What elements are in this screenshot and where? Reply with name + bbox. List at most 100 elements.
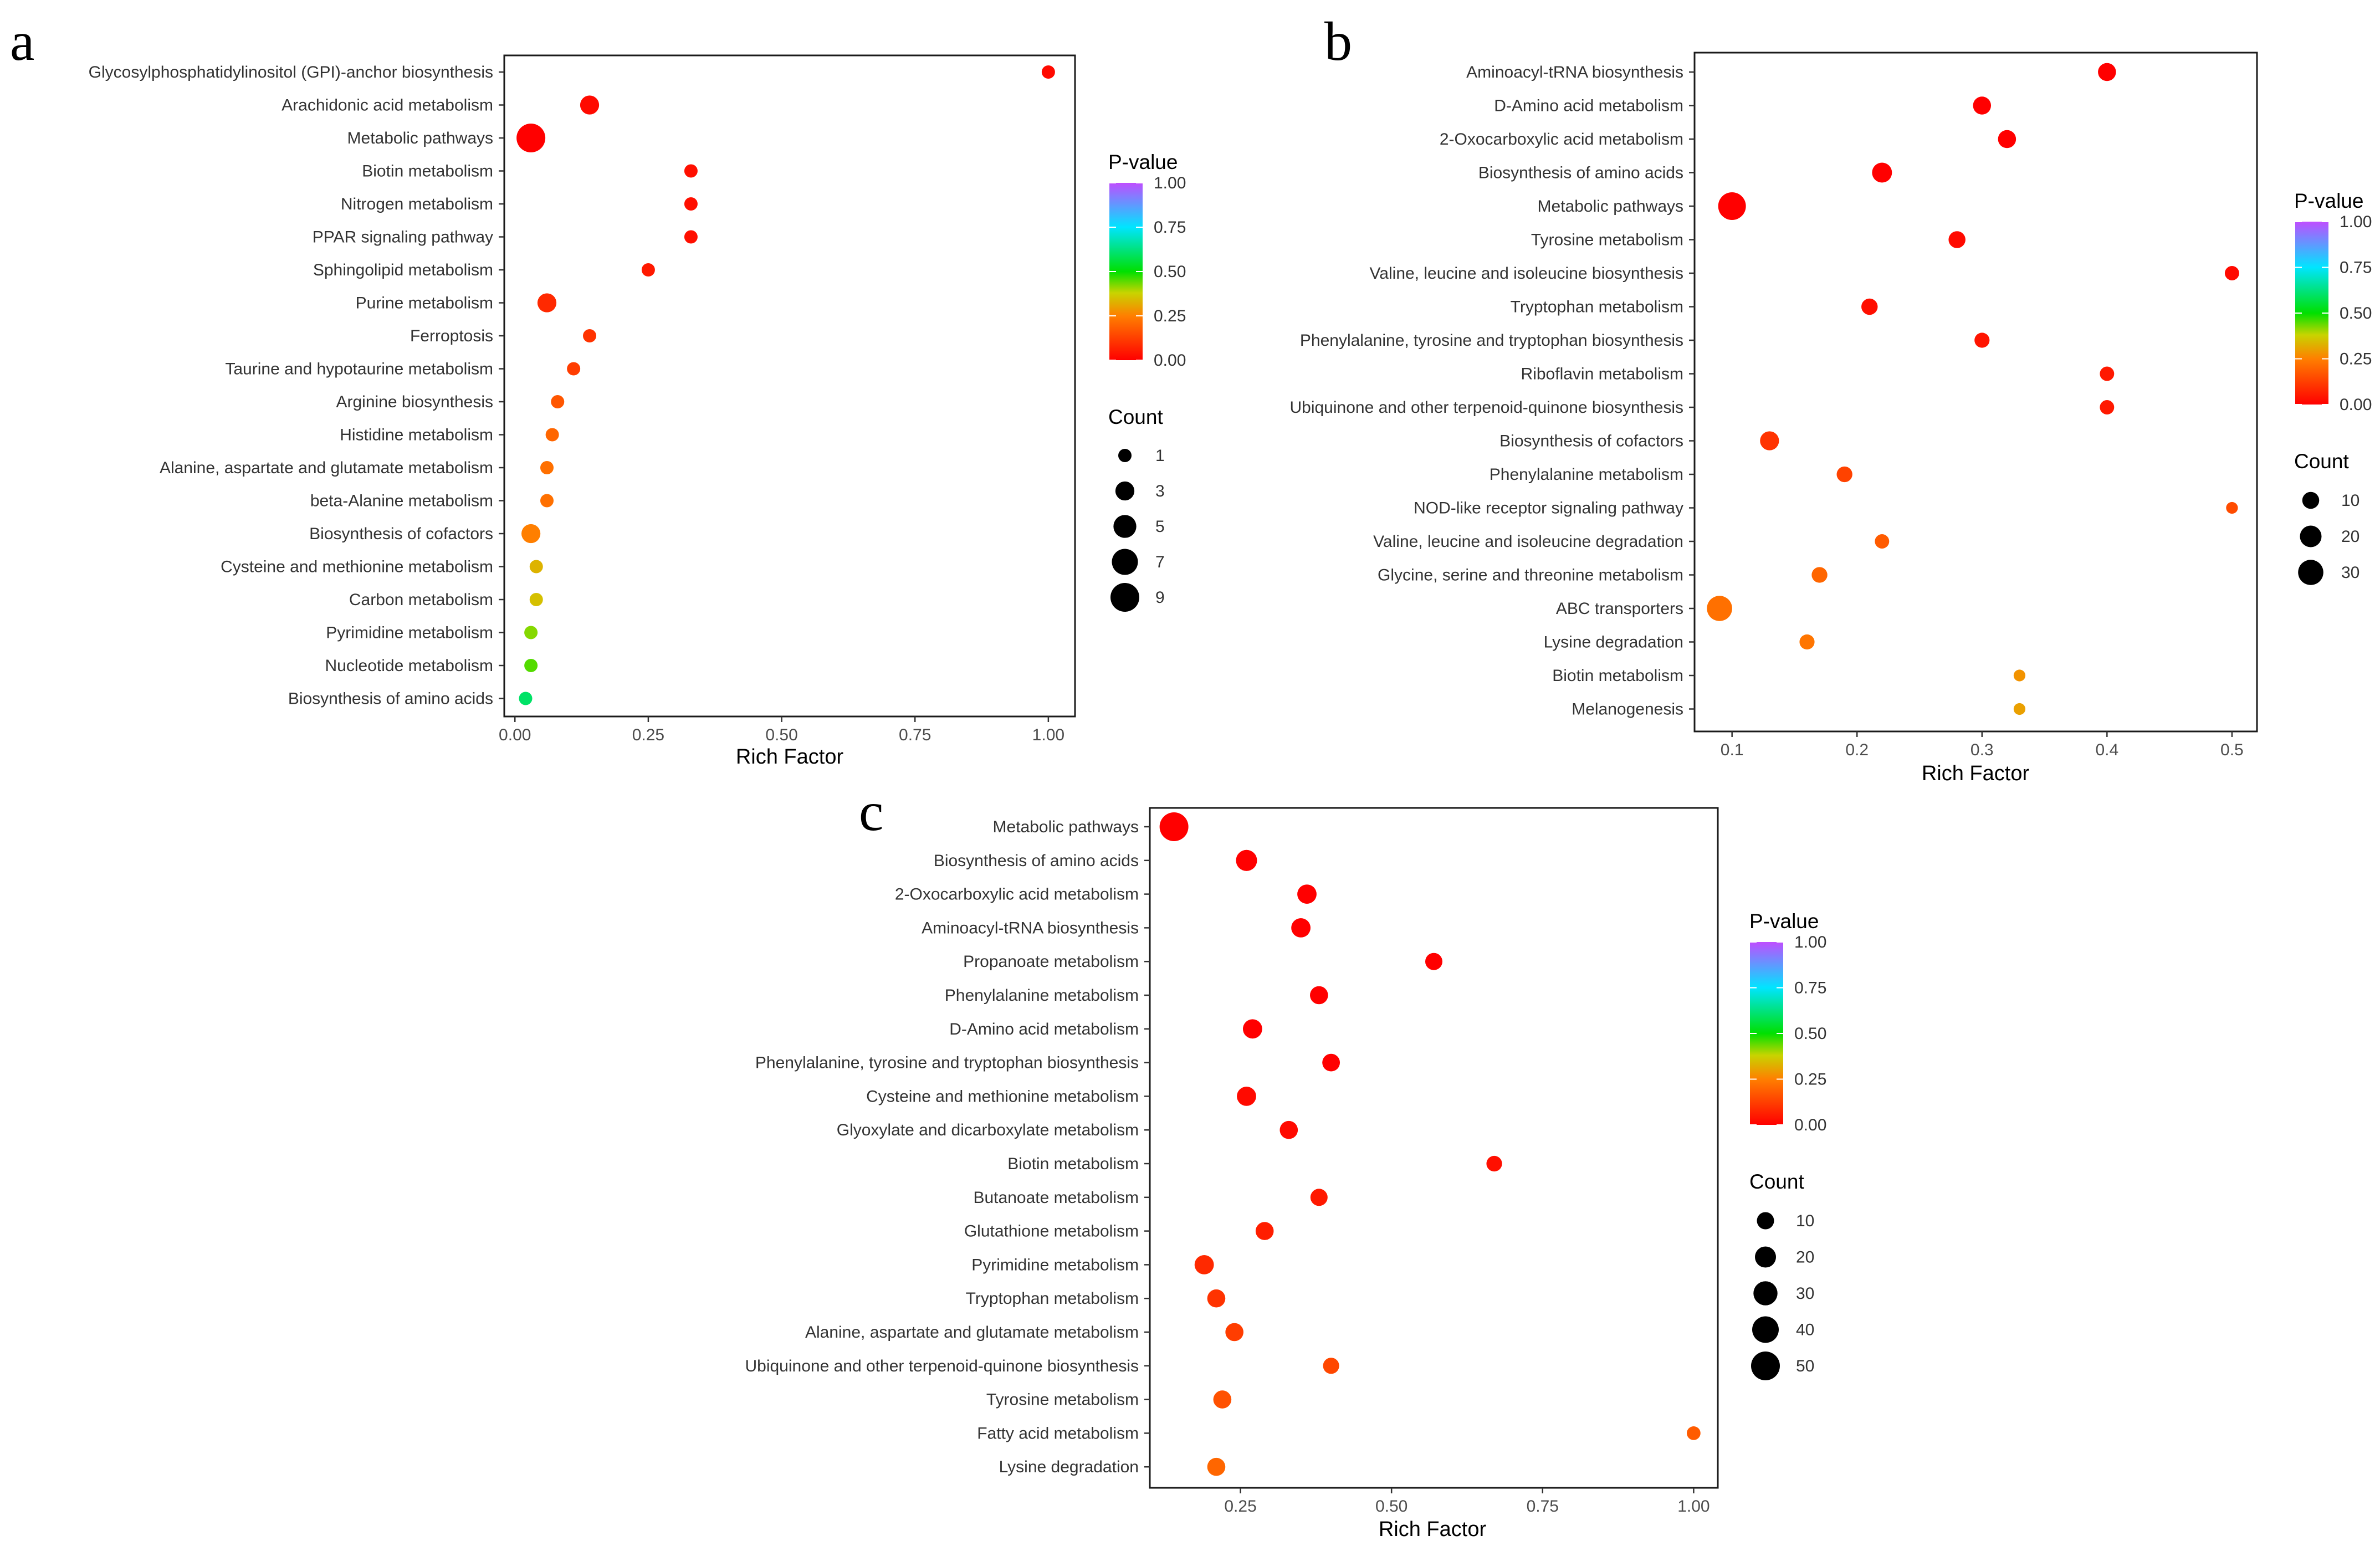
panel-c-x-axis-title: Rich Factor — [1379, 1518, 1487, 1541]
panel-a-colorbar-tick-label: 1.00 — [1154, 174, 1186, 192]
panel-a-size-legend-dot — [1113, 515, 1137, 538]
panel-c: c Metabolic pathways Biosynthesis of amin… — [745, 781, 1826, 1541]
panel-c-points — [1159, 812, 1701, 1476]
panel-b-point — [1974, 332, 1990, 348]
panel-b-size-legend-title: Count — [2294, 450, 2349, 473]
panel-c-category-label: Tyrosine metabolism — [986, 1391, 1139, 1409]
panel-c-point — [1310, 986, 1328, 1005]
panel-b-colorbar-tick-label: 1.00 — [2340, 213, 2372, 231]
panel-a-category-label: Alanine, aspartate and glutamate metabol… — [160, 459, 493, 477]
panel-b-point — [2013, 703, 2026, 715]
panel-a-size-legend: Count 1 3 5 7 9 — [1108, 406, 1165, 612]
panel-a-color-legend: P-value 1.00 0.75 0.50 0.25 0.00 — [1108, 151, 1186, 370]
panel-b-category-label: Phenylalanine metabolism — [1490, 465, 1683, 484]
panel-a-point — [524, 626, 538, 639]
panel-b-point — [1875, 534, 1890, 549]
panel-a-category-label: Glycosylphosphatidylinositol (GPI)-ancho… — [89, 63, 493, 81]
panel-c-category-label: Glyoxylate and dicarboxylate metabolism — [837, 1121, 1139, 1139]
panel-c-point — [1279, 1120, 1298, 1139]
panel-a-point — [545, 428, 559, 442]
panel-a-category-label: beta-Alanine metabolism — [310, 492, 493, 510]
panel-c-colorbar-tick-label: 0.25 — [1794, 1071, 1826, 1089]
panel-b-size-legend-items: 10 20 30 — [2298, 492, 2359, 585]
panel-a-category-label: Biosynthesis of cofactors — [309, 525, 493, 543]
panel-b-size-legend-label: 20 — [2341, 528, 2359, 546]
panel-b-point — [1718, 192, 1746, 220]
panel-b-category-label: Riboflavin metabolism — [1521, 365, 1683, 383]
panel-a-point — [583, 329, 597, 342]
panel-a-category-label: Arachidonic acid metabolism — [281, 96, 493, 115]
panel-b-point — [1799, 634, 1815, 650]
panel-b-point — [2100, 366, 2115, 381]
panel-c-point — [1322, 1053, 1340, 1072]
panel-a-size-legend-dot — [1110, 583, 1139, 612]
panel-c-category-label: Cysteine and methionine metabolism — [866, 1087, 1139, 1105]
panel-a-category-label: Arginine biosynthesis — [336, 393, 494, 411]
panel-a-colorbar-ticks: 1.00 0.75 0.50 0.25 0.00 — [1109, 174, 1186, 370]
panel-b-point — [1948, 231, 1966, 248]
panel-b-point — [2226, 501, 2238, 514]
panel-b-size-legend: Count 10 20 30 — [2294, 450, 2359, 585]
panel-a-point — [567, 362, 581, 376]
panel-c-point — [1237, 1086, 1256, 1106]
panel-a-colorbar-tick-label: 0.00 — [1154, 351, 1186, 370]
panel-c-point — [1225, 1323, 1243, 1342]
panel-a-point — [540, 461, 554, 474]
panel-c-size-legend-label: 20 — [1796, 1248, 1814, 1267]
panel-b-point — [2013, 669, 2026, 682]
panel-b-colorbar-tick-label: 0.75 — [2340, 259, 2372, 277]
panel-b-plot-border — [1693, 52, 2258, 733]
panel-c-category-label: Biosynthesis of amino acids — [934, 852, 1139, 870]
panel-b-size-legend-label: 10 — [2341, 492, 2359, 510]
panel-b-size-legend-dot — [2302, 492, 2320, 509]
panel-a-point — [521, 524, 541, 544]
panel-c-size-legend-dot — [1751, 1352, 1780, 1380]
panel-c-category-label: Tryptophan metabolism — [966, 1289, 1139, 1308]
panel-b-points — [1707, 63, 2239, 715]
panel-c-category-label: Propanoate metabolism — [963, 953, 1139, 971]
panel-b-category-label: Ubiquinone and other terpenoid-quinone b… — [1289, 398, 1683, 417]
panel-c-category-label: Ubiquinone and other terpenoid-quinone b… — [745, 1357, 1139, 1375]
panel-b-colorbar-tick-label: 0.25 — [2340, 350, 2372, 368]
panel-a-category-labels: Glycosylphosphatidylinositol (GPI)-ancho… — [89, 63, 504, 708]
panel-c-category-label: Butanoate metabolism — [973, 1189, 1139, 1207]
panel-a-point — [684, 164, 698, 178]
panel-b-category-label: Valine, leucine and isoleucine degradati… — [1373, 533, 1683, 551]
panel-a-point — [529, 593, 543, 606]
panel-a-size-legend-title: Count — [1108, 406, 1163, 428]
panel-b-category-label: D-Amino acid metabolism — [1494, 97, 1683, 115]
panel-a-x-axis-title: Rich Factor — [736, 745, 844, 769]
panel-b-point — [1872, 162, 1892, 183]
panel-b-category-label: Biosynthesis of amino acids — [1478, 164, 1683, 182]
panel-a-category-label: PPAR signaling pathway — [313, 228, 493, 247]
panel-a-point — [537, 293, 557, 313]
panel-c-category-label: Metabolic pathways — [993, 818, 1139, 836]
panel-a-category-label: Ferroptosis — [410, 327, 493, 345]
panel-a-category-label: Pyrimidine metabolism — [326, 624, 493, 642]
panel-b-x-tick-label: 0.3 — [1970, 741, 1994, 759]
panel-a: a Glycosylphosphatidylinositol (GPI)-anc… — [10, 11, 1186, 769]
panel-c-point — [1486, 1155, 1502, 1172]
panel-a-category-label: Taurine and hypotaurine metabolism — [225, 360, 493, 378]
panel-c-point — [1213, 1390, 1232, 1409]
panel-c-point — [1291, 918, 1311, 938]
panel-b-category-label: Phenylalanine, tyrosine and tryptophan b… — [1300, 331, 1683, 350]
panel-a-category-label: Metabolic pathways — [347, 129, 493, 147]
panel-a-point — [540, 494, 554, 508]
panel-b-x-ticks: 0.1 0.2 0.3 0.4 0.5 — [1721, 731, 2244, 759]
panel-c-category-label: Phenylalanine metabolism — [945, 986, 1139, 1005]
panel-a-point — [519, 692, 533, 705]
panel-a-category-label: Sphingolipid metabolism — [313, 261, 493, 279]
panel-b-color-legend-title: P-value — [2294, 190, 2363, 212]
panel-a-x-tick-label: 0.50 — [765, 726, 797, 744]
panel-a-size-legend-label: 1 — [1155, 447, 1165, 465]
panel-c-category-label: Biotin metabolism — [1007, 1155, 1139, 1173]
panel-c-x-tick-label: 0.25 — [1224, 1497, 1256, 1516]
panel-a-x-tick-label: 0.25 — [632, 726, 664, 744]
panel-c-x-tick-label: 0.50 — [1375, 1497, 1407, 1516]
panel-a-colorbar-tick-label: 0.25 — [1154, 307, 1186, 325]
panel-b-category-label: Biotin metabolism — [1552, 667, 1683, 685]
panel-a-points — [516, 65, 1055, 705]
panel-b-category-label: Melanogenesis — [1572, 700, 1683, 719]
panel-c-size-legend-dot — [1757, 1212, 1774, 1230]
